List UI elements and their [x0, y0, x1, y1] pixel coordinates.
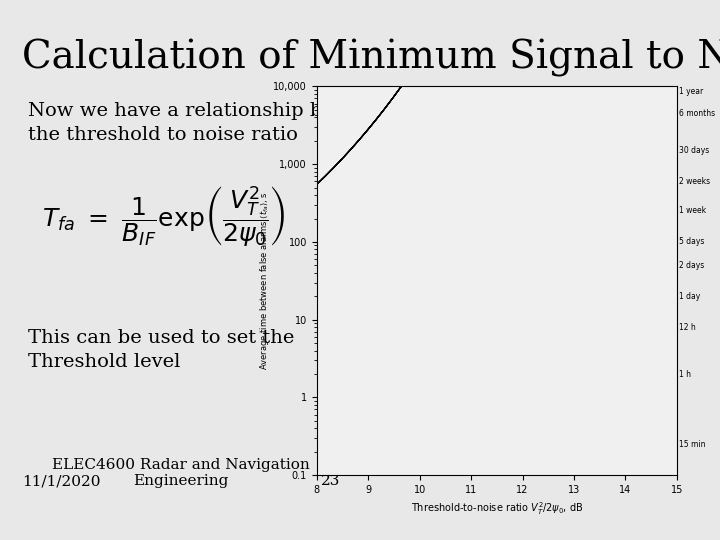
Text: 6 months: 6 months	[680, 109, 716, 118]
Text: 30 days: 30 days	[680, 146, 710, 155]
X-axis label: Threshold-to-noise ratio $V_T^2/2\psi_0$, dB: Threshold-to-noise ratio $V_T^2/2\psi_0$…	[410, 501, 583, 517]
Text: 1 week: 1 week	[680, 206, 706, 215]
Text: $T_{fa} \ = \ \dfrac{1}{B_{IF}}\exp\!\left(\dfrac{V_T^2}{2\psi_0}\right)$: $T_{fa} \ = \ \dfrac{1}{B_{IF}}\exp\!\le…	[42, 185, 285, 251]
Text: 12 h: 12 h	[680, 323, 696, 332]
Text: 2 weeks: 2 weeks	[680, 177, 711, 186]
Text: 5 days: 5 days	[680, 238, 705, 246]
Text: 1 year: 1 year	[680, 87, 703, 96]
Text: This can be used to set the
Threshold level: This can be used to set the Threshold le…	[28, 329, 294, 370]
Text: 1 h: 1 h	[680, 369, 691, 379]
Y-axis label: Average time between false alarms $\langle t_{fa} \rangle$, s: Average time between false alarms $\lang…	[258, 191, 271, 370]
Text: 11/1/2020: 11/1/2020	[22, 474, 100, 488]
Text: 2 days: 2 days	[680, 261, 705, 270]
Text: Calculation of Minimum Signal to Noise Ratio: Calculation of Minimum Signal to Noise R…	[22, 39, 720, 77]
Text: 15 min: 15 min	[680, 440, 706, 449]
Text: Now we have a relationship between False alarm time and
the threshold to noise r: Now we have a relationship between False…	[28, 102, 609, 144]
Text: ELEC4600 Radar and Navigation
Engineering: ELEC4600 Radar and Navigation Engineerin…	[52, 458, 310, 488]
Text: 1 day: 1 day	[680, 292, 701, 301]
Text: 23: 23	[321, 474, 341, 488]
